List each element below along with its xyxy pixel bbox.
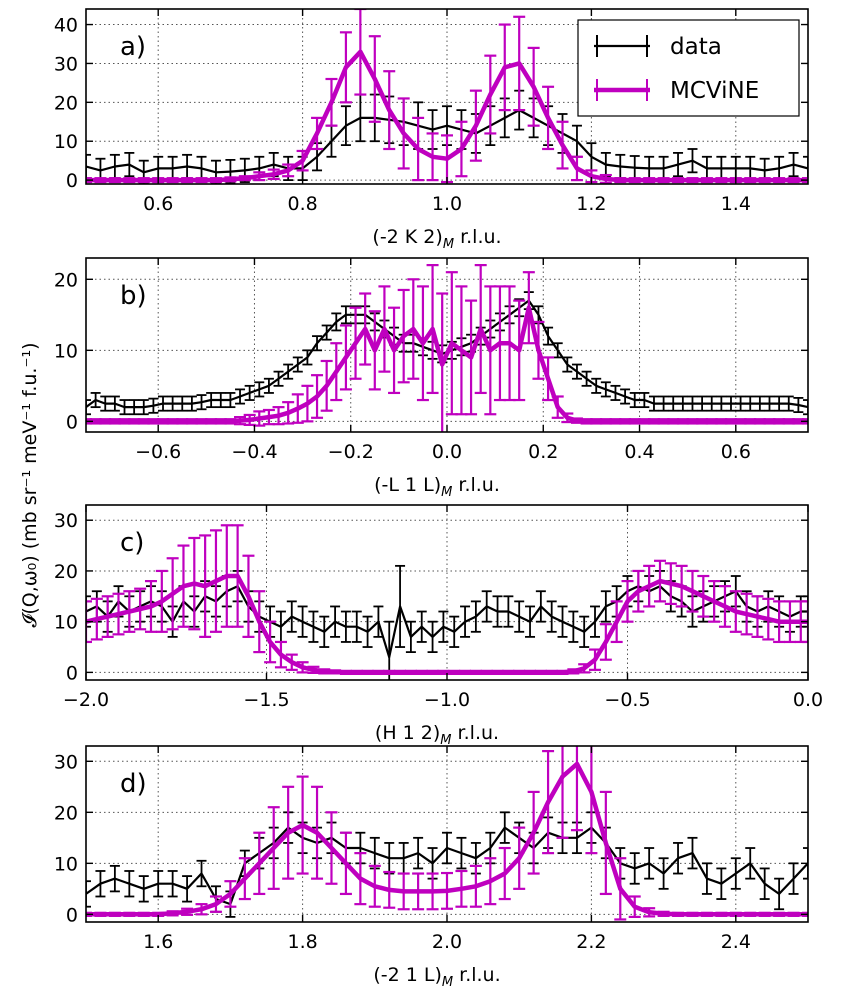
y-tick-label: 20 (54, 92, 78, 114)
y-tick-label: 0 (66, 904, 78, 926)
y-tick-label: 30 (54, 53, 78, 75)
series-line-data (86, 108, 808, 174)
panel-2: −0.6 −0.4 −0.2 0.0 0.2 0.4 0.6 0 10 20 b) (-L 1 L)M… (54, 257, 809, 500)
y-tick-label: 10 (54, 853, 78, 875)
x-tick-label: 1.6 (143, 931, 173, 953)
x-axis-label: (-2 1 L)M r.l.u. (373, 964, 500, 990)
y-tick-label: 10 (54, 131, 78, 153)
x-tick-label: 0.0 (432, 441, 462, 463)
series-mcvine (86, 524, 808, 676)
series-line-data (86, 585, 808, 659)
x-tick-label: 2.2 (576, 931, 606, 953)
legend-box (577, 19, 800, 117)
series-line-mcvine (86, 305, 808, 424)
x-tick-label: 0.6 (721, 441, 751, 463)
x-tick-label: −0.5 (604, 689, 650, 711)
y-tick-label: 0 (66, 170, 78, 192)
panel-label: c) (120, 528, 144, 558)
y-tick-label: 10 (54, 612, 78, 634)
y-tick-label: 0 (66, 411, 78, 433)
legend-label: data (670, 34, 722, 60)
series-line-mcvine (86, 573, 808, 675)
x-axis-label: (-L 1 L)M r.l.u. (374, 474, 500, 500)
series-line-mcvine (86, 49, 808, 183)
panel-label: a) (120, 32, 146, 62)
x-tick-label: 1.0 (432, 193, 462, 215)
x-tick-label: 0.6 (143, 193, 173, 215)
legend-label: MCViNE (670, 78, 759, 104)
y-tick-label: 10 (54, 340, 78, 362)
plot-area (86, 746, 808, 921)
y-tick-label: 20 (54, 802, 78, 824)
x-tick-label: 1.4 (721, 193, 751, 215)
y-tick-label: 20 (54, 561, 78, 583)
x-tick-label: 1.8 (287, 931, 317, 953)
series-line-data (86, 826, 808, 906)
x-tick-label: −0.6 (135, 441, 181, 463)
x-tick-label: −0.4 (231, 441, 277, 463)
panel-label: b) (120, 281, 147, 311)
series-mcvine (86, 264, 808, 432)
y-tick-label: 30 (54, 510, 78, 532)
series-mcvine (86, 746, 808, 921)
x-tick-label: 0.8 (287, 193, 317, 215)
x-tick-label: 0.4 (624, 441, 654, 463)
shared-y-axis-label: 𝓘(Q,ω₀) (mb sr⁻¹ meV⁻¹ f.u.⁻¹) (19, 342, 41, 627)
x-tick-label: −2.0 (63, 689, 109, 711)
panel-4: 1.6 1.8 2.0 2.2 2.4 0 10 20 30 d) (-2 1 L)M r.l.u. (54, 745, 809, 990)
y-tick-label: 40 (54, 15, 78, 37)
panel-1: 0.6 0.8 1.0 1.2 1.4 0 10 20 30 40 a) (-2 K 2)M r.l.… (54, 8, 809, 252)
x-tick-label: 1.2 (576, 193, 606, 215)
y-tick-label: 20 (54, 269, 78, 291)
x-tick-label: 2.0 (432, 931, 462, 953)
panel-3: −2.0 −1.5 −1.0 −0.5 0.0 0 10 20 30 c) (H 1 2)M r.l… (54, 504, 823, 748)
panel-label: d) (120, 769, 147, 799)
x-tick-label: 2.4 (721, 931, 751, 953)
x-axis-label: (-2 K 2)M r.l.u. (372, 226, 501, 252)
y-tick-label: 30 (54, 751, 78, 773)
plot-area (86, 524, 808, 680)
plot-area (86, 264, 808, 432)
x-tick-label: −0.2 (328, 441, 374, 463)
series-line-mcvine (86, 761, 808, 917)
x-axis-label: (H 1 2)M r.l.u. (375, 722, 499, 748)
x-tick-label: 0.2 (528, 441, 558, 463)
x-tick-label: −1.5 (243, 689, 289, 711)
legend: data MCViNE (577, 19, 800, 117)
x-tick-label: −1.0 (424, 689, 470, 711)
x-tick-label: 0.0 (793, 689, 823, 711)
y-tick-label: 0 (66, 662, 78, 684)
